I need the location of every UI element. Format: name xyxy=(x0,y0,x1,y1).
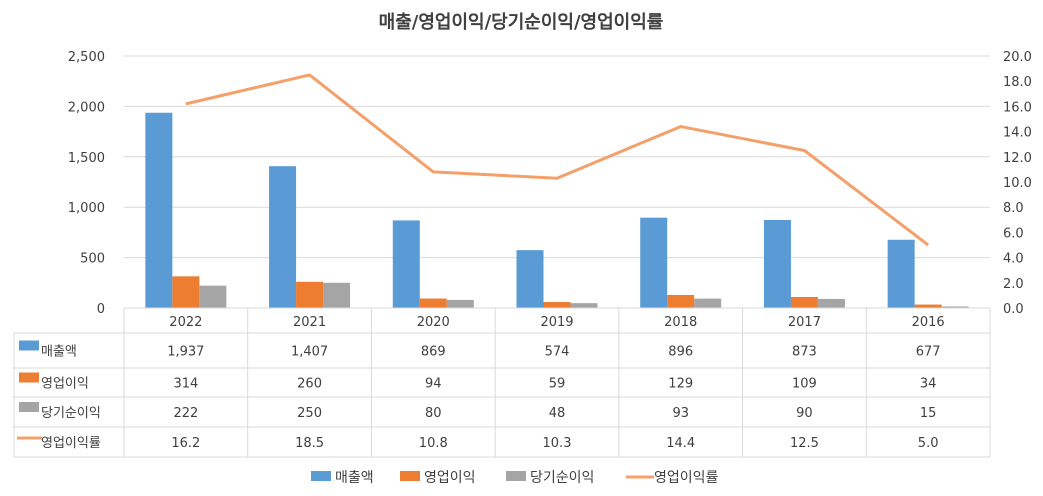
bar xyxy=(392,220,420,308)
bar xyxy=(323,282,351,308)
y-right-tick-label: 10.0 xyxy=(1003,176,1032,191)
x-tick-label: 2017 xyxy=(788,315,821,330)
bar xyxy=(145,112,173,308)
table-series-key xyxy=(19,372,39,383)
table-cell: 48 xyxy=(549,406,566,421)
table-cell: 16.2 xyxy=(171,436,200,451)
table-cell: 250 xyxy=(297,406,322,421)
table-cell: 34 xyxy=(920,377,937,392)
legend-label: 영업이익률 xyxy=(654,470,719,486)
table-cell: 222 xyxy=(173,406,198,421)
table-series-name: 매출액 xyxy=(41,345,77,360)
bar xyxy=(199,285,227,308)
y-left-tick-label: 2,000 xyxy=(68,100,105,115)
legend: 매출액 영업이익 당기순이익 영업이익률 xyxy=(311,470,719,486)
y-right-tick-label: 20.0 xyxy=(1003,50,1032,65)
legend-key xyxy=(400,471,420,481)
y-axis-right: 0.0 2.0 4.0 6.0 8.0 10.0 12.0 14.0 16.0 18.0 20.0 xyxy=(1003,50,1032,317)
bar xyxy=(570,303,598,308)
table-cell: 14.4 xyxy=(666,436,695,451)
bar xyxy=(694,298,722,308)
bar xyxy=(419,298,447,308)
series-line xyxy=(185,73,930,247)
table-series-key xyxy=(19,402,39,412)
y-right-tick-label: 12.0 xyxy=(1003,151,1032,166)
table-cell: 1,407 xyxy=(291,345,328,360)
bar xyxy=(446,299,474,308)
table-cell: 10.8 xyxy=(419,436,448,451)
y-left-tick-label: 0 xyxy=(97,302,105,317)
y-right-tick-label: 14.0 xyxy=(1003,126,1032,141)
x-tick-label: 2019 xyxy=(540,315,573,330)
table-cell: 5.0 xyxy=(918,436,939,451)
legend-key xyxy=(506,471,526,481)
y-right-tick-label: 8.0 xyxy=(1003,201,1024,216)
y-axis-left: 0 500 1,000 1,500 2,000 2,500 xyxy=(68,50,105,317)
bar xyxy=(941,306,969,308)
gridlines xyxy=(124,55,990,259)
bar xyxy=(640,217,668,308)
legend-label: 매출액 xyxy=(335,470,374,486)
table-cell: 93 xyxy=(672,406,689,421)
bar xyxy=(914,304,942,308)
table-cell: 896 xyxy=(668,345,693,360)
y-left-tick-label: 500 xyxy=(80,252,105,267)
table-series-name: 영업이익률 xyxy=(41,436,101,451)
table-cell: 129 xyxy=(668,377,693,392)
table-series-key xyxy=(19,340,39,351)
bar xyxy=(763,220,791,308)
table-cell: 18.5 xyxy=(295,436,324,451)
line-series xyxy=(185,73,930,247)
data-table: 2022 2021 2020 2019 2018 2017 2016 매출액 1,937 1,40… xyxy=(13,307,991,458)
bar xyxy=(667,294,695,308)
bar xyxy=(172,276,200,308)
legend-label: 영업이익 xyxy=(424,470,476,486)
table-cell: 94 xyxy=(425,377,442,392)
table-cell: 260 xyxy=(297,377,322,392)
table-cell: 1,937 xyxy=(167,345,204,360)
x-tick-label: 2022 xyxy=(169,315,202,330)
table-series-name: 영업이익 xyxy=(41,377,89,392)
table-cell: 869 xyxy=(421,345,446,360)
y-right-tick-label: 0.0 xyxy=(1003,302,1024,317)
bar xyxy=(516,250,544,308)
table-cell: 10.3 xyxy=(543,436,572,451)
bars xyxy=(145,112,969,308)
y-right-tick-label: 6.0 xyxy=(1003,226,1024,241)
x-tick-label: 2016 xyxy=(912,315,945,330)
y-right-tick-label: 18.0 xyxy=(1003,75,1032,90)
y-right-tick-label: 16.0 xyxy=(1003,100,1032,115)
table-cell: 109 xyxy=(792,377,817,392)
table-cell: 677 xyxy=(916,345,941,360)
x-tick-label: 2018 xyxy=(664,315,697,330)
bar xyxy=(817,298,845,308)
y-left-tick-label: 1,500 xyxy=(68,151,105,166)
table-cell: 314 xyxy=(173,377,198,392)
y-right-tick-label: 4.0 xyxy=(1003,252,1024,267)
y-right-tick-label: 2.0 xyxy=(1003,277,1024,292)
legend-key xyxy=(311,471,331,481)
table-cell: 90 xyxy=(796,406,813,421)
bar xyxy=(790,297,818,308)
legend-label: 당기순이익 xyxy=(530,470,594,486)
table-cell: 873 xyxy=(792,345,817,360)
table-cell: 12.5 xyxy=(790,436,819,451)
table-cell: 574 xyxy=(545,345,570,360)
x-tick-label: 2021 xyxy=(293,315,326,330)
y-left-tick-label: 1,000 xyxy=(68,201,105,216)
table-cell: 59 xyxy=(549,377,566,392)
table-cell: 15 xyxy=(920,406,937,421)
bar xyxy=(269,166,297,308)
table-series-name: 당기순이익 xyxy=(41,406,101,421)
table-cell: 80 xyxy=(425,406,442,421)
y-left-tick-label: 2,500 xyxy=(68,50,105,65)
x-tick-label: 2020 xyxy=(417,315,450,330)
bar xyxy=(296,281,324,308)
bar xyxy=(887,239,915,308)
bar xyxy=(543,302,571,308)
chart-title: 매출/영업이익/당기순이익/영업이익률 xyxy=(379,12,664,33)
